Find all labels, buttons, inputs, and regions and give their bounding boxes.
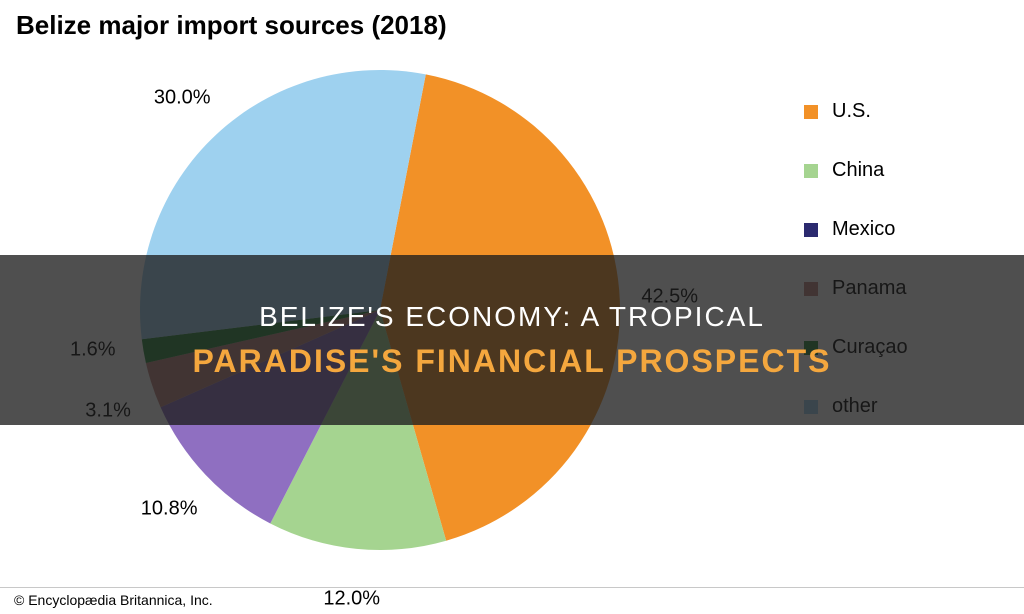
slice-label: 30.0% — [154, 86, 211, 109]
legend-swatch — [804, 105, 818, 119]
chart-title: Belize major import sources (2018) — [16, 10, 447, 41]
credit-text: © Encyclopædia Britannica, Inc. — [14, 592, 213, 608]
legend-swatch — [804, 223, 818, 237]
legend-item: China — [804, 159, 984, 182]
headline-line2: PARADISE'S FINANCIAL PROSPECTS — [193, 343, 832, 380]
legend-label: China — [832, 159, 884, 182]
legend-label: U.S. — [832, 100, 871, 123]
slice-label: 12.0% — [323, 587, 380, 610]
slice-label: 10.8% — [141, 498, 198, 521]
headline-line1: BELIZE'S ECONOMY: A TROPICAL — [259, 301, 765, 333]
legend-item: U.S. — [804, 100, 984, 123]
legend-label: Mexico — [832, 218, 895, 241]
legend-swatch — [804, 164, 818, 178]
headline-overlay: BELIZE'S ECONOMY: A TROPICAL PARADISE'S … — [0, 255, 1024, 425]
legend-item: Mexico — [804, 218, 984, 241]
separator-line — [0, 587, 1024, 588]
